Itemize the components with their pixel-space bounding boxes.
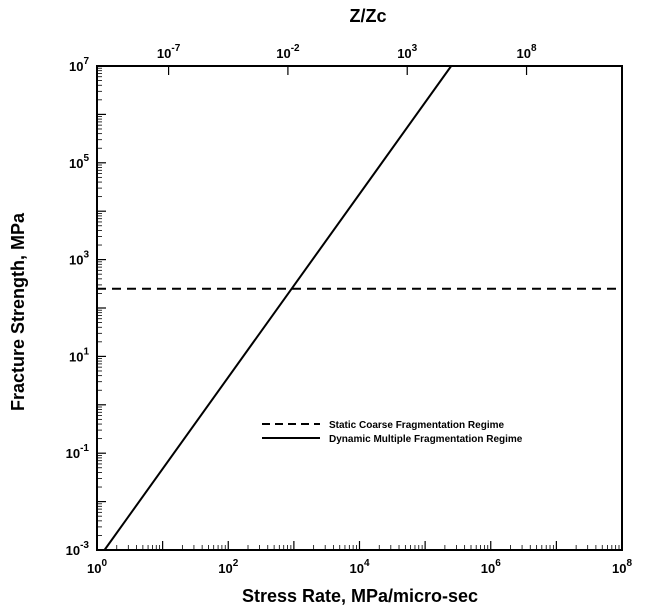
x-tick-label: 108 — [612, 558, 632, 576]
minor-ticks — [97, 67, 620, 550]
x-tick-label: 102 — [218, 558, 238, 576]
y-tick-label: 105 — [69, 153, 89, 171]
y-tick-label: 101 — [69, 346, 89, 364]
major-ticks — [96, 65, 623, 551]
x-tick-label: 100 — [87, 558, 107, 576]
legend-label: Dynamic Multiple Fragmentation Regime — [329, 434, 523, 445]
legend: Static Coarse Fragmentation Regime Dynami… — [262, 420, 523, 445]
top-tick-label: 10-2 — [276, 43, 300, 61]
top-tick-label: 10-7 — [157, 43, 181, 61]
y-tick-label: 103 — [69, 250, 89, 268]
legend-label: Static Coarse Fragmentation Regime — [329, 420, 504, 431]
tick-labels: 100 102 104 106 108 10-3 10-1 101 103 105 107 10-7 1… — [66, 43, 633, 576]
series-lines — [97, 65, 622, 551]
y-axis-title: Fracture Strength, MPa — [8, 212, 28, 411]
x-axis-title: Stress Rate, MPa/micro-sec — [242, 586, 478, 606]
y-tick-label: 10-1 — [66, 443, 90, 461]
x-tick-label: 104 — [349, 558, 369, 576]
y-tick-label: 10-3 — [66, 540, 90, 558]
y-tick-label: 107 — [69, 56, 89, 74]
dynamic-regime-line — [103, 65, 453, 551]
x-tick-label: 106 — [481, 558, 501, 576]
plot-frame — [96, 65, 623, 551]
top-axis-title: Z/Zc — [349, 6, 386, 26]
top-tick-label: 103 — [397, 43, 417, 61]
top-tick-label: 108 — [517, 43, 537, 61]
